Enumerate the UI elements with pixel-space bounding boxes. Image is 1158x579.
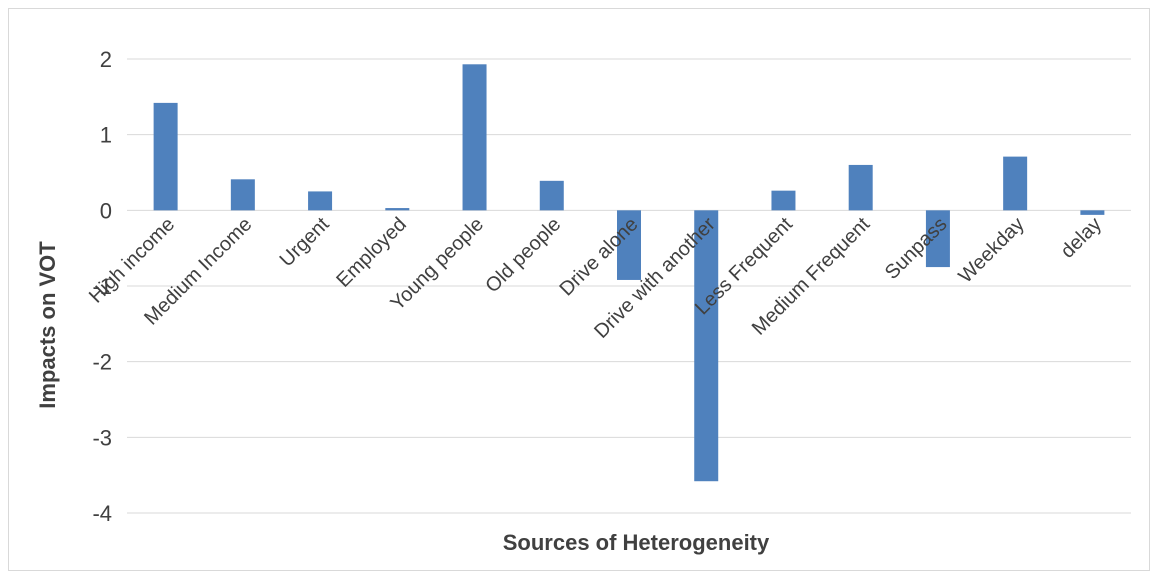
y-tick-label: -3 [92, 425, 112, 450]
y-tick-label: 0 [100, 198, 112, 223]
y-tick-label: 2 [100, 47, 112, 72]
y-tick-labels: 2 1 0 -1 -2 -3 -4 [92, 47, 112, 526]
bar [462, 64, 487, 211]
bar [617, 210, 641, 280]
category-label: Weekday [954, 213, 1028, 287]
bar [385, 208, 410, 211]
bars [153, 64, 1105, 482]
category-label: Old people [481, 213, 565, 297]
bar [1080, 210, 1105, 215]
bar [694, 210, 719, 482]
bar [1003, 156, 1028, 211]
category-label: Employed [332, 213, 410, 291]
x-axis-title: Sources of Heterogeneity [503, 530, 770, 555]
y-tick-label: -1 [92, 274, 112, 299]
y-tick-label: -4 [92, 501, 112, 526]
bar [771, 190, 796, 211]
bar [848, 164, 873, 211]
chart-frame [8, 8, 1150, 571]
bar [925, 210, 950, 268]
bar [539, 180, 564, 211]
y-tick-label: -2 [92, 350, 112, 375]
bar [153, 102, 178, 211]
bar [230, 179, 255, 211]
y-axis-title: Impacts on VOT [35, 241, 60, 409]
bar [308, 191, 333, 211]
gridlines [127, 58, 1131, 514]
category-label: Urgent [276, 213, 334, 271]
category-label: delay [1057, 213, 1106, 262]
y-tick-label: 1 [100, 123, 112, 148]
